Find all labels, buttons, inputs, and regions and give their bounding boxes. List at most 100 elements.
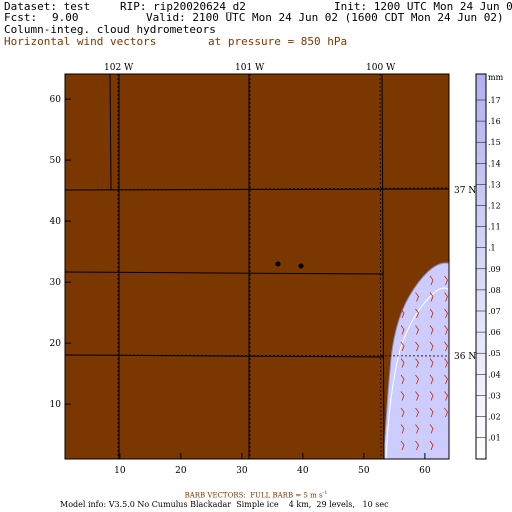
wind-barb [444, 308, 448, 319]
wind-barb [444, 325, 448, 335]
colorbar-label: .16 [488, 117, 501, 126]
wind-barb [429, 358, 434, 368]
wind-barb [415, 292, 419, 302]
y-tick-label: 50 [50, 156, 62, 166]
colorbar-unit: mm [488, 73, 504, 82]
wind-barb [429, 391, 434, 401]
y-tick-label: 30 [50, 278, 62, 288]
colorbar-label: .1 [488, 244, 496, 253]
wind-barb [429, 407, 434, 418]
x-tick-label: 60 [419, 466, 431, 476]
inner-cloud-contour [385, 287, 450, 460]
barb-vectors-note: BARB VECTORS: FULL BARB = 5 m s-1 [0, 490, 512, 499]
meridian-100w [379, 73, 382, 460]
rip-label: RIP: rip20020624_d2 [120, 0, 246, 13]
y-tick-label: 10 [50, 400, 62, 410]
cloud-region [383, 262, 450, 460]
wind-barb [444, 407, 448, 418]
y-axis: 10 20 30 40 50 60 [50, 95, 71, 410]
colorbar-label: .17 [488, 96, 501, 105]
colorbar-label: .14 [488, 159, 501, 168]
wind-barb [429, 424, 434, 434]
fcst-value: 9.00 [52, 11, 79, 24]
colorbar: mm .17 .16 .15 .14 .13 .12 .11 .1 .09 .08 .07 .06 .0… [475, 73, 504, 460]
wind-barb [429, 308, 434, 319]
barb-vectors-text: BARB VECTORS: FULL BARB = 5 m s [184, 491, 323, 500]
wind-barb [429, 292, 434, 302]
wind-barb [444, 374, 448, 385]
lat-lon-grid [64, 73, 450, 460]
colorbar-label: .03 [488, 391, 501, 400]
colorbar-label: .01 [488, 434, 501, 443]
wind-barb [444, 358, 448, 368]
model-info: Model info: V3.5.0 No Cumulus Blackadar … [60, 500, 389, 509]
colorbar-fill [475, 73, 487, 460]
wind-barb [400, 391, 405, 401]
wind-barb [400, 407, 405, 418]
wind-barb [429, 440, 434, 451]
colorbar-label: .06 [488, 328, 501, 337]
colorbar-labels: .17 .16 .15 .14 .13 .12 .11 .1 .09 .08 .07 .06 .05 .0… [476, 96, 501, 443]
county-line-h2 [64, 271, 384, 275]
colorbar-label: .11 [488, 223, 501, 232]
lat-label-37n: 37 N [454, 186, 476, 196]
colorbar-label: .13 [488, 180, 501, 189]
pressure-label: at pressure = 850 hPa [208, 35, 348, 48]
land-fill [65, 74, 449, 459]
wind-barb [429, 341, 434, 352]
map-frame [64, 73, 450, 460]
wind-barb [444, 341, 448, 352]
parallel-37n [64, 187, 450, 191]
y-tick-label: 40 [50, 217, 62, 227]
x-tick-label: 40 [297, 466, 309, 476]
init-label: Init: 1200 UTC Mon 24 Jun 02 [334, 0, 512, 13]
x-axis: 10 20 30 40 50 60 [114, 453, 431, 476]
colorbar-label: .04 [488, 370, 501, 379]
map-area [64, 73, 450, 460]
wind-barb [444, 292, 448, 302]
station-dot-2 [298, 263, 304, 269]
wind-barb [415, 374, 419, 385]
x-tick-label: 30 [236, 466, 248, 476]
colorbar-label: .05 [488, 349, 501, 358]
valid-label: Valid: 2100 UTC Mon 24 Jun 02 (1600 CDT … [146, 11, 504, 24]
wind-barb [415, 308, 419, 319]
lat-label-36n: 36 N [454, 352, 476, 362]
county-line-v1 [109, 73, 112, 191]
parallel-36n [64, 354, 450, 357]
wind-barb [400, 325, 405, 335]
lon-label-102w: 102 W [104, 63, 134, 73]
y-tick-label: 60 [50, 95, 62, 105]
wind-barb [400, 308, 405, 319]
y-tick-label: 20 [50, 339, 62, 349]
lon-label-101w: 101 W [235, 63, 265, 73]
field1-label: Column-integ. cloud hydrometeors [4, 23, 216, 36]
dataset-label: Dataset: test [4, 0, 91, 13]
county-line-v4 [381, 73, 385, 460]
colorbar-label: .09 [488, 265, 501, 274]
longitude-labels: 102 W 101 W 100 W [104, 63, 396, 73]
wind-barb [400, 374, 405, 385]
x-tick-label: 10 [114, 466, 126, 476]
wind-barb [400, 358, 405, 368]
colorbar-label: .07 [488, 307, 501, 316]
colorbar-label: .08 [488, 286, 501, 295]
wind-barb [400, 440, 405, 451]
latitude-labels: 37 N 36 N [454, 186, 476, 362]
wind-barb [415, 407, 419, 418]
county-line-h1 [64, 188, 450, 191]
wind-barb [444, 391, 448, 401]
x-tick-label: 20 [175, 466, 187, 476]
wind-barb [415, 424, 419, 434]
wind-barb [400, 341, 405, 352]
colorbar-label: .02 [488, 413, 501, 422]
wind-barb [415, 358, 419, 368]
wind-barb [429, 374, 434, 385]
fcst-label: Fcst: [4, 11, 38, 24]
wind-barb [415, 341, 419, 352]
field2-label: Horizontal wind vectors [4, 35, 157, 48]
wind-barb [415, 391, 419, 401]
x-tick-label: 50 [358, 466, 370, 476]
wind-barb [415, 440, 419, 451]
